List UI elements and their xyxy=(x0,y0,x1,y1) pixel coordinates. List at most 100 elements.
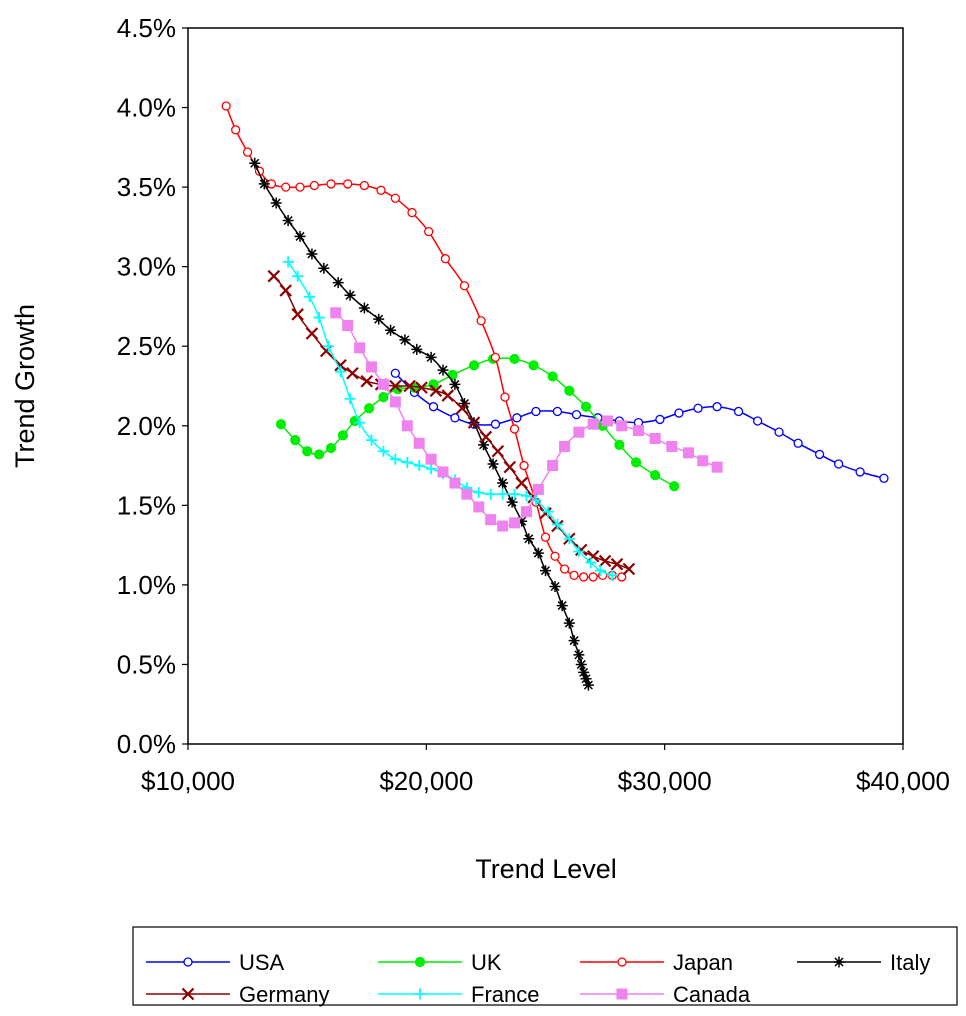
x-tick-label: $30,000 xyxy=(618,766,712,796)
data-point-uk xyxy=(580,401,592,412)
data-point-japan xyxy=(588,572,598,582)
series-japan xyxy=(221,101,627,582)
plot-frame xyxy=(187,27,904,745)
data-point-usa xyxy=(752,416,763,426)
data-point-france xyxy=(354,417,366,429)
data-point-germany xyxy=(586,549,600,563)
data-point-japan xyxy=(309,180,319,191)
data-point-japan xyxy=(407,207,417,218)
data-point-italy xyxy=(573,649,585,661)
data-point-canada xyxy=(449,477,461,489)
data-point-italy xyxy=(270,197,282,209)
data-point-japan xyxy=(490,352,501,363)
legend-label: Germany xyxy=(239,982,329,1007)
data-point-italy xyxy=(478,439,490,451)
data-point-italy xyxy=(425,351,437,363)
data-point-uk xyxy=(650,470,661,481)
data-point-germany xyxy=(319,344,333,358)
data-point-japan xyxy=(221,101,231,111)
data-point-italy xyxy=(358,302,370,314)
data-point-usa xyxy=(655,414,665,425)
data-point-canada xyxy=(697,455,709,467)
data-point-uk xyxy=(528,360,539,371)
x-tick-label: $20,000 xyxy=(379,766,473,796)
data-point-italy xyxy=(487,458,499,470)
data-point-uk xyxy=(509,353,520,365)
data-point-germany xyxy=(389,379,402,393)
data-point-italy xyxy=(458,398,470,410)
data-point-usa xyxy=(793,438,803,448)
data-point-france xyxy=(563,533,575,545)
data-point-germany xyxy=(305,327,319,340)
data-point-france xyxy=(413,460,425,472)
data-point-france xyxy=(485,488,497,500)
data-point-usa xyxy=(428,402,439,412)
data-point-france xyxy=(509,488,521,500)
y-axis-ticks: 0.0% 0.5% 1.0% 1.5% 2.0% 2.5% 3.0% 3.5% 4.0% 4.5% xyxy=(117,13,188,759)
data-point-italy xyxy=(516,515,528,527)
legend-item-germany: Germany xyxy=(146,982,329,1007)
data-point-uk xyxy=(564,385,575,396)
data-point-usa xyxy=(390,368,401,378)
data-point-usa xyxy=(834,459,844,469)
series-germany xyxy=(267,269,636,576)
data-point-germany xyxy=(291,308,304,321)
data-point-canada xyxy=(547,460,559,472)
data-point-italy xyxy=(411,343,423,355)
data-point-uk xyxy=(630,457,642,468)
x-tick-label: $40,000 xyxy=(856,766,950,796)
data-point-italy xyxy=(578,666,590,678)
data-point-japan xyxy=(281,182,291,192)
data-point-usa xyxy=(814,449,825,460)
data-point-japan xyxy=(231,125,241,135)
data-point-france xyxy=(573,545,585,557)
data-point-japan xyxy=(578,572,589,582)
data-point-japan xyxy=(295,182,305,192)
legend-marker xyxy=(183,957,193,967)
legend-item-uk: UK xyxy=(378,950,502,975)
data-point-canada xyxy=(461,488,473,500)
y-tick-label: 4.5% xyxy=(117,13,176,43)
data-point-germany xyxy=(360,374,374,388)
data-point-italy xyxy=(249,157,261,169)
data-point-germany xyxy=(403,379,416,393)
legend-item-france: France xyxy=(378,982,539,1007)
y-tick-label: 4.0% xyxy=(117,93,176,123)
legend-item-italy: Italy xyxy=(797,950,930,975)
data-point-italy xyxy=(497,477,509,489)
data-point-japan xyxy=(359,180,370,191)
data-point-germany xyxy=(455,401,469,415)
data-point-italy xyxy=(580,673,592,685)
legend-label: Japan xyxy=(673,950,733,975)
y-tick-label: 3.0% xyxy=(117,252,176,282)
data-point-germany xyxy=(279,284,292,297)
data-point-canada xyxy=(497,520,509,532)
data-point-italy xyxy=(332,277,344,289)
data-point-usa xyxy=(712,402,722,412)
data-point-italy xyxy=(344,289,356,301)
data-point-canada xyxy=(354,342,366,354)
data-point-france xyxy=(551,518,563,530)
data-point-usa xyxy=(693,403,703,413)
y-tick-label: 0.5% xyxy=(117,649,176,679)
data-point-france xyxy=(585,557,597,569)
x-tick-label: $10,000 xyxy=(141,766,235,796)
series-layer xyxy=(221,101,889,691)
series-line-italy xyxy=(254,162,590,686)
data-point-usa xyxy=(733,406,744,417)
data-point-uk xyxy=(547,371,558,382)
data-point-japan xyxy=(519,460,529,471)
data-point-canada xyxy=(601,415,613,427)
data-point-uk xyxy=(337,430,349,441)
data-point-canada xyxy=(389,396,401,408)
data-point-france xyxy=(304,291,316,303)
data-point-italy xyxy=(549,580,561,592)
y-tick-label: 0.0% xyxy=(117,729,176,759)
data-point-japan xyxy=(326,179,336,189)
x-axis-ticks: $10,000 $20,000 $30,000 $40,000 xyxy=(141,744,950,796)
data-point-italy xyxy=(540,565,551,577)
data-point-canada xyxy=(559,440,571,452)
data-point-germany xyxy=(539,507,552,520)
data-point-usa xyxy=(855,467,865,477)
legend-marker xyxy=(181,987,195,1001)
